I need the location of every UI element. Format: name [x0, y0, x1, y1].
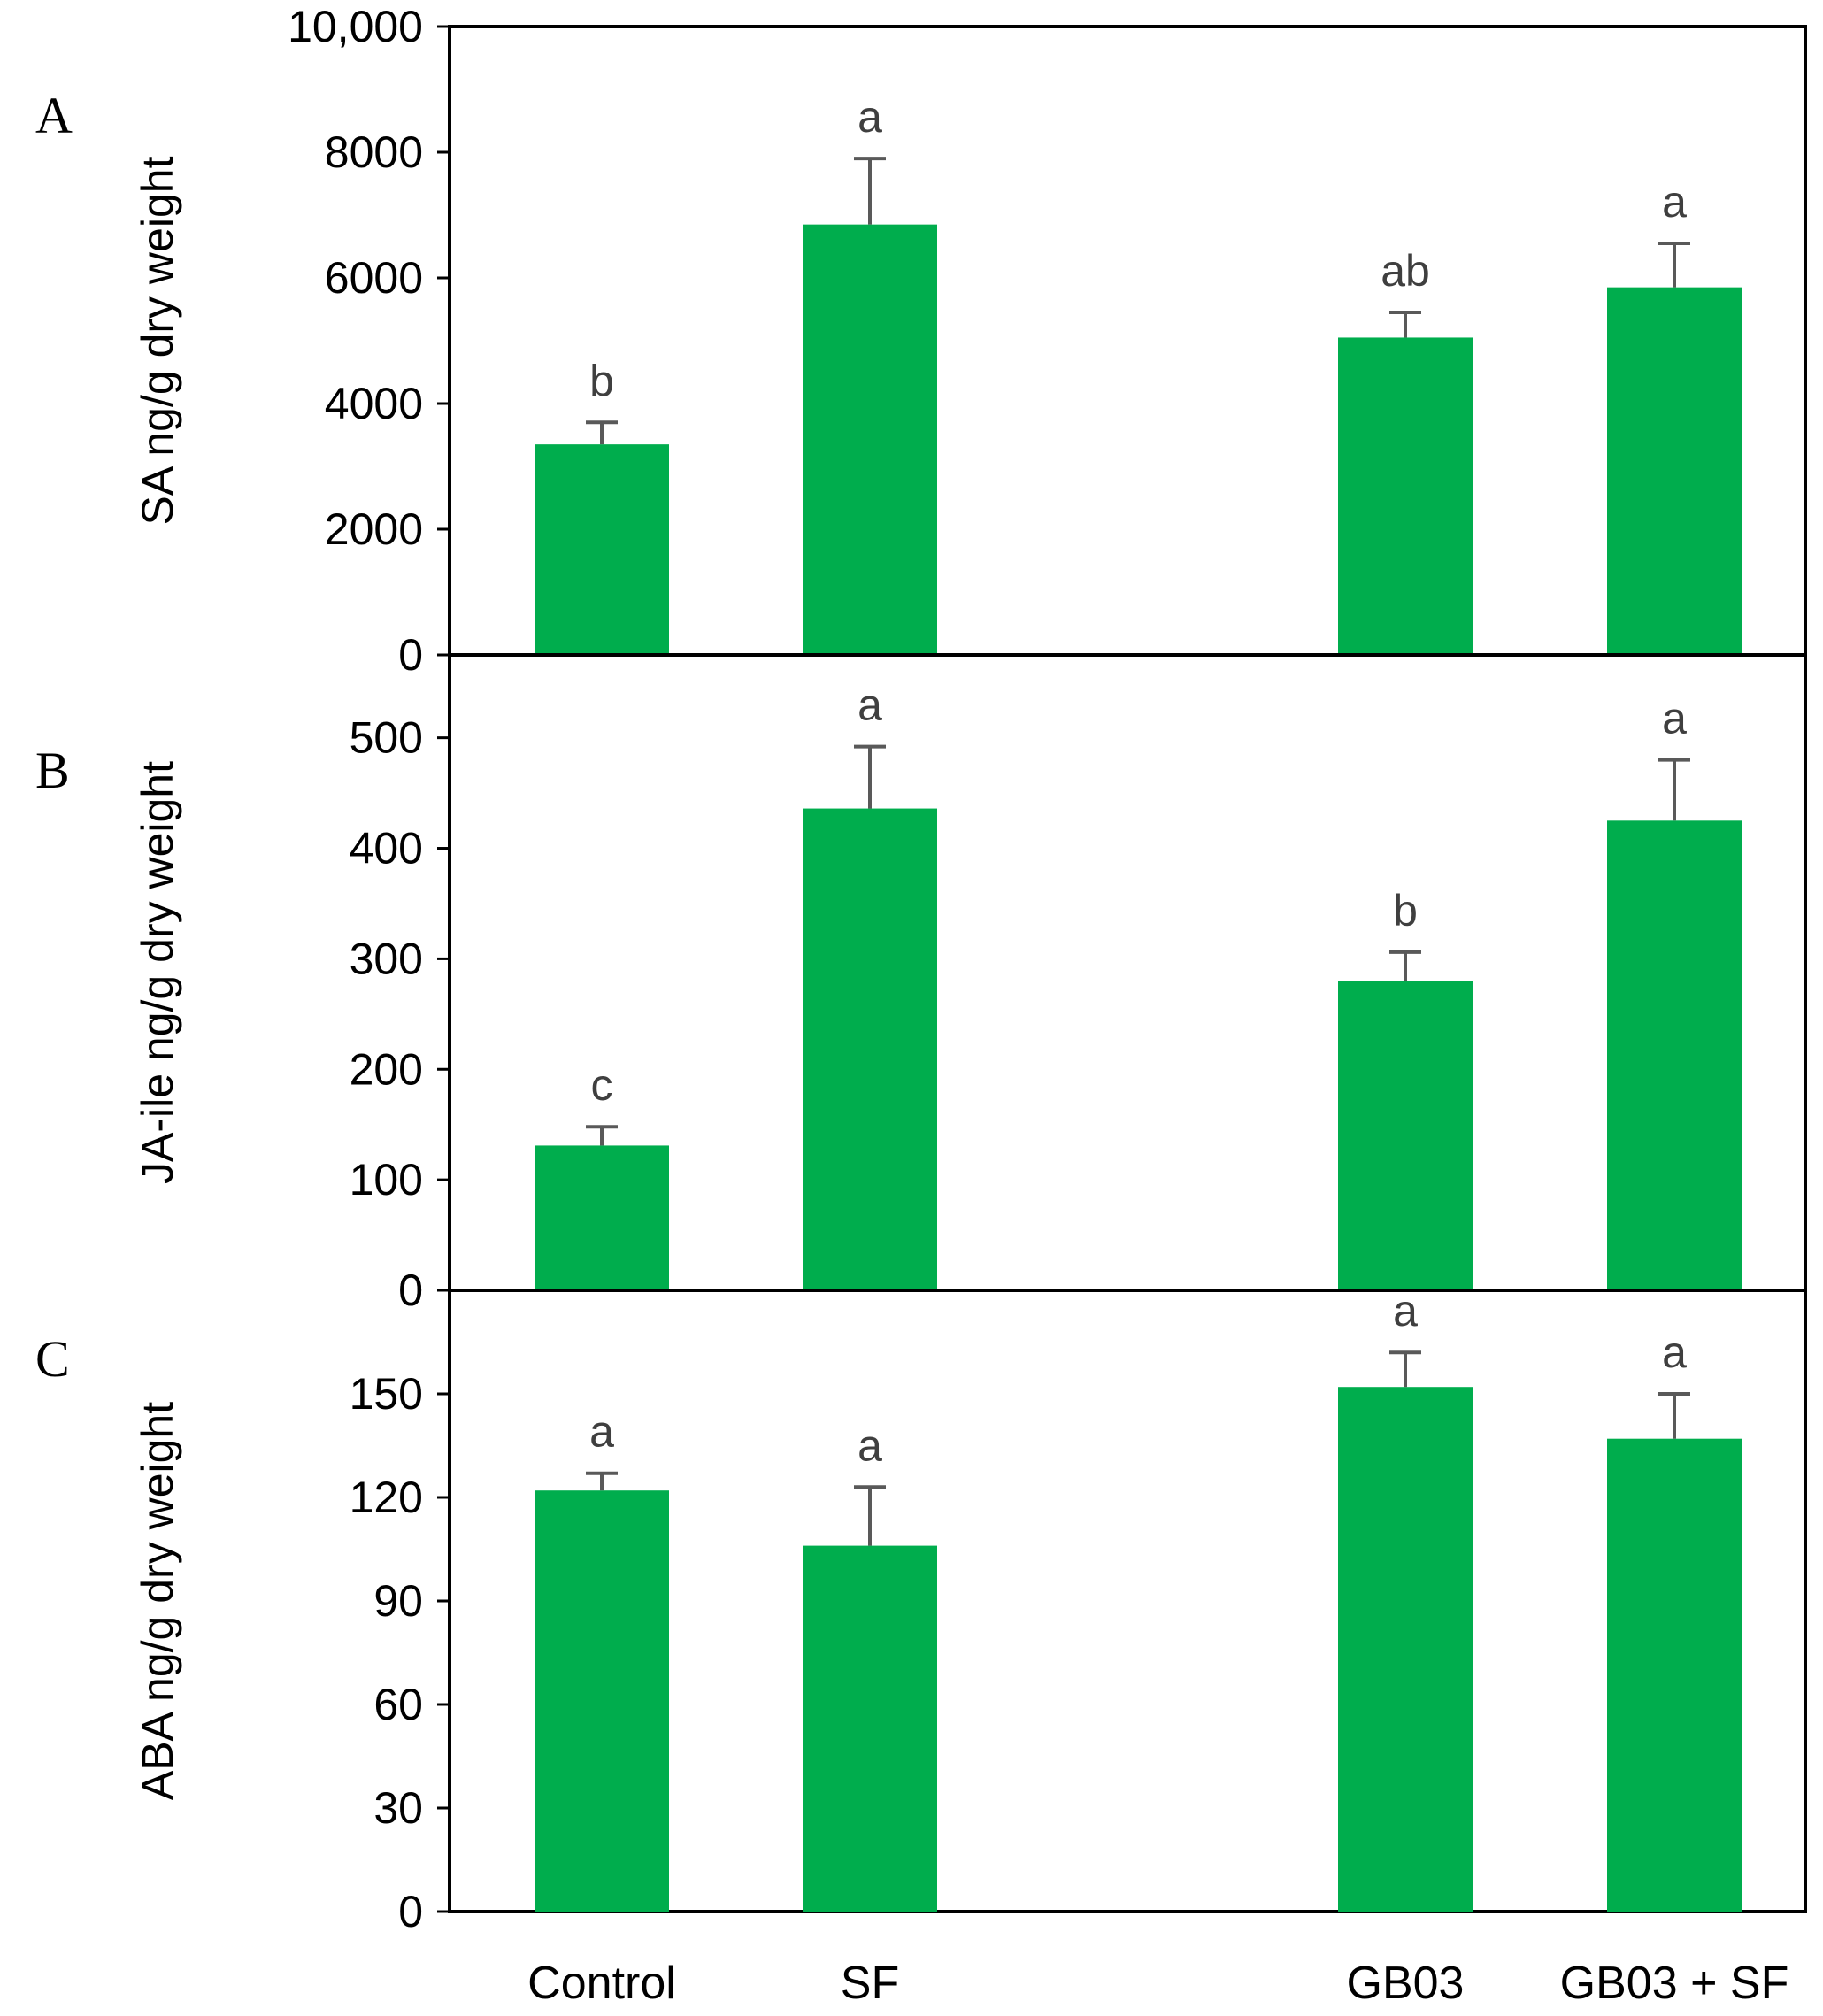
x-category-label: GB03 + SF	[1560, 1958, 1789, 2009]
y-tick-label: 150	[350, 1369, 423, 1419]
significance-letter: a	[858, 681, 882, 730]
bar	[1607, 287, 1742, 655]
panel-letter: A	[35, 87, 73, 144]
y-tick-label: 0	[398, 630, 423, 680]
y-tick-label: 0	[398, 1266, 423, 1315]
bar	[535, 444, 669, 655]
bar	[1338, 337, 1473, 655]
y-tick-label: 10,000	[288, 2, 423, 51]
bar	[803, 224, 937, 655]
bar	[1338, 981, 1473, 1290]
bar	[803, 808, 937, 1290]
x-category-label: GB03	[1347, 1958, 1465, 2009]
panel-letter: C	[35, 1330, 70, 1388]
y-tick-label: 6000	[325, 253, 423, 303]
significance-letter: c	[591, 1060, 613, 1110]
significance-letter: a	[1662, 694, 1687, 743]
y-axis-label: SA ng/g dry weight	[133, 156, 182, 525]
y-tick-label: 300	[350, 934, 423, 983]
bar	[535, 1490, 669, 1912]
bar	[1338, 1387, 1473, 1912]
significance-letter: a	[1393, 1286, 1418, 1335]
bar	[535, 1145, 669, 1290]
y-tick-label: 4000	[325, 379, 423, 428]
significance-letter: a	[1662, 1327, 1687, 1377]
significance-letter: a	[589, 1407, 614, 1457]
y-tick-label: 30	[373, 1783, 423, 1833]
panel-c: 0 30 60 90 120 150 0 ABA ng/g dry weight Ca a a a	[35, 1266, 1807, 1936]
significance-letter: ab	[1381, 246, 1430, 296]
y-tick-label: 400	[350, 824, 423, 873]
y-tick-label: 120	[350, 1473, 423, 1522]
significance-letter: a	[1662, 177, 1687, 227]
x-category-label: SF	[841, 1958, 899, 2009]
y-axis-label: ABA ng/g dry weight	[133, 1402, 182, 1800]
significance-letter: b	[1393, 886, 1418, 935]
panel-b: 0 100 200 300 400 500 JA-ile ng/g dry weight Bc…	[35, 653, 1807, 1315]
y-tick-label: 100	[350, 1155, 423, 1204]
significance-letter: b	[589, 356, 614, 405]
bar	[1607, 1438, 1742, 1912]
y-tick-label: 2000	[325, 504, 423, 554]
x-axis-category-labels: Control SF GB03 GB03 + SF	[527, 1958, 1788, 2009]
y-tick-label: 8000	[325, 127, 423, 177]
y-axis-label: JA-ile ng/g dry weight	[133, 761, 182, 1184]
y-tick-label: 90	[373, 1576, 423, 1626]
significance-letter: a	[858, 1420, 882, 1470]
panel-letter: B	[35, 742, 70, 799]
bar	[1607, 820, 1742, 1290]
panel-a: 0 2000 4000 6000 8000 10,000 SA ng/g dry weigh…	[35, 2, 1807, 680]
y-tick-label: 0	[398, 1887, 423, 1936]
y-tick-label: 60	[373, 1680, 423, 1729]
x-category-label: Control	[527, 1958, 676, 2009]
significance-letter: a	[858, 92, 882, 142]
y-tick-label: 200	[350, 1044, 423, 1094]
y-tick-label: 0	[398, 1266, 423, 1315]
bar	[803, 1545, 937, 1912]
y-tick-label: 500	[350, 713, 423, 763]
